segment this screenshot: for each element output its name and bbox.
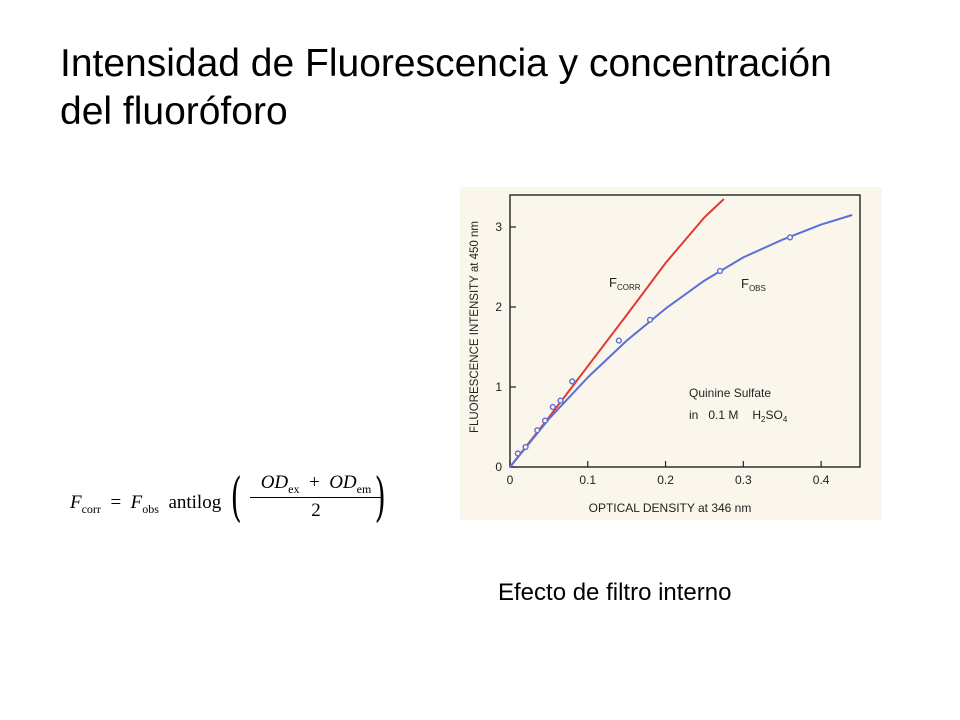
formula-od-em: OD: [329, 472, 357, 493]
inner-filter-formula: Fcorr = Fobs antilog ( ODex + ODem 2 ): [70, 468, 400, 538]
series-line-fobs: [509, 214, 853, 468]
series-label-fcorr-sub: CORR: [617, 283, 641, 292]
series-label-fobs-sub: OBS: [749, 284, 766, 293]
data-point: [569, 378, 576, 385]
figure-caption: Efecto de filtro interno: [498, 579, 732, 606]
y-tick-label: 3: [495, 220, 502, 234]
annotation-acid-b-sub: 4: [783, 415, 788, 424]
data-point: [534, 427, 541, 434]
formula-antilog: antilog: [168, 492, 222, 513]
data-point: [557, 397, 564, 404]
x-tick-label: 0.2: [657, 473, 674, 487]
x-tick-label: 0.3: [735, 473, 752, 487]
formula-right-paren: ): [374, 468, 386, 528]
annotation-acid-a: H: [752, 408, 761, 422]
slide-title-line2: del fluoróforo: [60, 90, 288, 133]
chart-background: [460, 187, 882, 520]
data-point: [541, 417, 549, 424]
formula-left-paren: (: [230, 468, 242, 528]
x-tick-label: 0: [507, 473, 514, 487]
slide-title: Intensidad de Fluorescencia y concentrac…: [60, 40, 940, 136]
x-tick-label: 0.1: [579, 473, 596, 487]
chart-panel: 0 0.1 0.2 0.3 0.4 0 1 2 3 OPTICAL DENSITY at 34…: [460, 187, 882, 520]
formula-equals: =: [110, 492, 122, 513]
annotation-acid-b: SO: [765, 408, 782, 422]
annotation-line2: in 0.1 M H2SO4: [689, 408, 788, 424]
annotation-line1: Quinine Sulfate: [689, 386, 771, 400]
formula-fraction: ODex + ODem 2: [250, 472, 382, 522]
formula-f-obs-sub: obs: [142, 502, 159, 516]
plot-frame: [509, 194, 861, 468]
data-point: [549, 403, 556, 411]
data-point: [646, 316, 654, 323]
series-line-fcorr: [509, 198, 725, 468]
y-axis-label: FLUORESCENCE INTENSITY at 450 nm: [469, 221, 481, 433]
x-axis-ticks: 0 0.1 0.2 0.3 0.4: [507, 461, 830, 487]
formula-plus: +: [308, 472, 320, 493]
annotation-acid-a-sub: 2: [761, 415, 766, 424]
formula-od-em-sub: em: [356, 482, 372, 496]
fluorescence-chart: 0 0.1 0.2 0.3 0.4 0 1 2 3 OPTICAL DENSITY at 34…: [460, 187, 882, 520]
data-point: [716, 267, 724, 275]
y-tick-label: 2: [495, 300, 502, 314]
slide-title-line1: Intensidad de Fluorescencia y concentrac…: [60, 42, 832, 85]
annotation-in: in: [689, 408, 698, 422]
formula-numerator: ODex + ODem: [250, 472, 382, 496]
series-layer: [509, 198, 853, 468]
data-point: [786, 234, 794, 241]
annotation-conc: 0.1 M: [708, 408, 738, 422]
x-tick-label: 0.4: [813, 473, 830, 487]
formula-f-obs: F: [130, 492, 143, 513]
series-label-fcorr-main: F: [609, 275, 617, 290]
series-label-fcorr: FCORR: [609, 275, 641, 292]
series-label-fobs-main: F: [741, 276, 749, 291]
formula-od-ex-sub: ex: [288, 482, 300, 496]
data-point: [514, 450, 521, 457]
y-tick-label: 0: [495, 460, 502, 474]
formula-fraction-bar: [250, 497, 382, 498]
x-axis-label: OPTICAL DENSITY at 346 nm: [589, 501, 752, 515]
formula-denominator: 2: [311, 500, 321, 521]
formula-f-corr: F: [70, 492, 82, 513]
formula-lhs: Fcorr = Fobs antilog: [70, 492, 222, 516]
series-label-fobs: FOBS: [741, 276, 766, 293]
y-tick-label: 1: [495, 380, 502, 394]
formula-f-corr-sub: corr: [81, 502, 101, 516]
data-point: [615, 337, 622, 344]
data-point: [522, 443, 529, 451]
formula-od-ex: OD: [260, 472, 289, 493]
